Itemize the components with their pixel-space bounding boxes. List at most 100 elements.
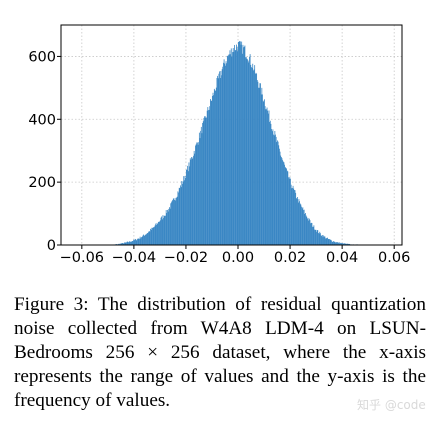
histogram-bar — [124, 242, 126, 245]
histogram-bar — [182, 184, 183, 245]
histogram-bar — [344, 243, 345, 245]
histogram-bar — [221, 75, 222, 246]
histogram-bar — [323, 235, 325, 245]
histogram-bar — [137, 238, 139, 245]
histogram-bar — [198, 132, 200, 245]
histogram-bar — [335, 242, 337, 245]
x-tick-label: −0.02 — [164, 250, 208, 266]
histogram-bar — [227, 56, 229, 245]
histogram-bar — [226, 63, 228, 246]
histogram-bar — [141, 236, 143, 245]
histogram-bar — [148, 231, 150, 245]
histogram-bar — [165, 210, 167, 245]
histogram-bar — [313, 225, 315, 245]
histogram-bar — [311, 222, 313, 245]
histogram-bar — [209, 106, 211, 245]
histogram-bar — [193, 155, 194, 245]
histogram-bar — [121, 242, 123, 245]
histogram-bar — [273, 135, 275, 245]
x-tick-label: 0.04 — [326, 250, 358, 266]
histogram-bar — [220, 71, 222, 246]
histogram-bar — [159, 220, 161, 245]
histogram-bar — [267, 110, 269, 245]
histogram-bar — [243, 47, 245, 245]
histogram-bar — [254, 73, 256, 245]
histogram-bar — [328, 239, 330, 245]
histogram-bar — [312, 226, 314, 245]
histogram-bar — [204, 116, 206, 245]
histogram-bar — [150, 228, 151, 245]
histogram-bar — [131, 241, 133, 245]
histogram-bar — [149, 231, 151, 245]
histogram-bar — [236, 44, 237, 245]
histogram-bar — [171, 201, 173, 245]
histogram-bar — [207, 107, 209, 245]
histogram-bar — [297, 202, 299, 245]
histogram-bar — [205, 117, 207, 245]
histogram-bar — [243, 46, 245, 246]
histogram-bar — [340, 242, 341, 245]
histogram-bar — [314, 229, 315, 245]
histogram-bar — [308, 220, 310, 245]
histogram-bar — [217, 78, 219, 246]
histogram-bar — [277, 140, 278, 245]
histogram-bar — [169, 207, 170, 245]
histogram-bar — [188, 162, 190, 245]
histogram-bar — [213, 95, 215, 245]
histogram-bar — [290, 178, 291, 245]
histogram-bar — [341, 242, 343, 245]
histogram-bar — [164, 216, 166, 245]
histogram-bar — [231, 56, 233, 246]
histogram-bar — [305, 215, 307, 245]
histogram-bar — [295, 192, 297, 245]
histogram-bar — [300, 204, 302, 245]
histogram-bar — [230, 54, 231, 246]
histogram-bar — [308, 218, 310, 245]
histogram-bar — [297, 197, 299, 245]
histogram-bar — [251, 67, 252, 245]
histogram-bar — [264, 99, 265, 246]
histogram-bar — [136, 239, 138, 245]
histogram-bar — [344, 243, 346, 245]
histogram-bar — [125, 242, 127, 245]
histogram-bar — [228, 54, 230, 245]
histogram-bar — [241, 41, 243, 245]
histogram-bar — [142, 235, 144, 245]
histogram-bar — [336, 242, 338, 245]
histogram-bar — [288, 177, 289, 245]
histogram-bar — [269, 120, 271, 245]
histogram-bar — [301, 206, 302, 245]
histogram-bar — [161, 216, 163, 245]
histogram-bar — [327, 238, 329, 245]
histogram-bar — [321, 236, 323, 245]
axis-ticks: −0.06 −0.04 −0.02 0.00 0.02 0.04 0.06 0 200 400 60… — [28, 49, 410, 266]
histogram-bar — [202, 123, 204, 245]
histogram-bar — [128, 242, 129, 245]
histogram-bar — [232, 52, 233, 245]
histogram-bar — [307, 217, 309, 245]
histogram-bar — [301, 208, 303, 245]
histogram-bar — [303, 210, 304, 245]
histogram-bar — [172, 199, 174, 245]
histogram-bar — [167, 209, 168, 245]
histogram-bar — [212, 92, 214, 245]
histogram-bar — [232, 48, 234, 246]
histogram-bar — [281, 158, 283, 245]
histogram-bar — [187, 165, 189, 245]
histogram-bar — [342, 243, 344, 245]
x-tick-label: −0.04 — [112, 250, 156, 266]
histogram-bar — [346, 243, 348, 245]
histogram-bar — [286, 168, 287, 245]
histogram-bar — [278, 145, 280, 245]
histogram-bar — [277, 141, 279, 245]
histogram-bar — [286, 170, 288, 245]
histogram-bar — [180, 187, 182, 245]
histogram-bar — [192, 157, 194, 245]
histogram-bar — [170, 203, 172, 245]
histogram-bar — [293, 190, 295, 245]
histogram-bar — [292, 185, 294, 245]
histogram-bar — [148, 230, 150, 245]
histogram-bar — [303, 209, 305, 245]
y-tick-label: 600 — [28, 49, 56, 65]
histogram-bar — [130, 241, 132, 245]
